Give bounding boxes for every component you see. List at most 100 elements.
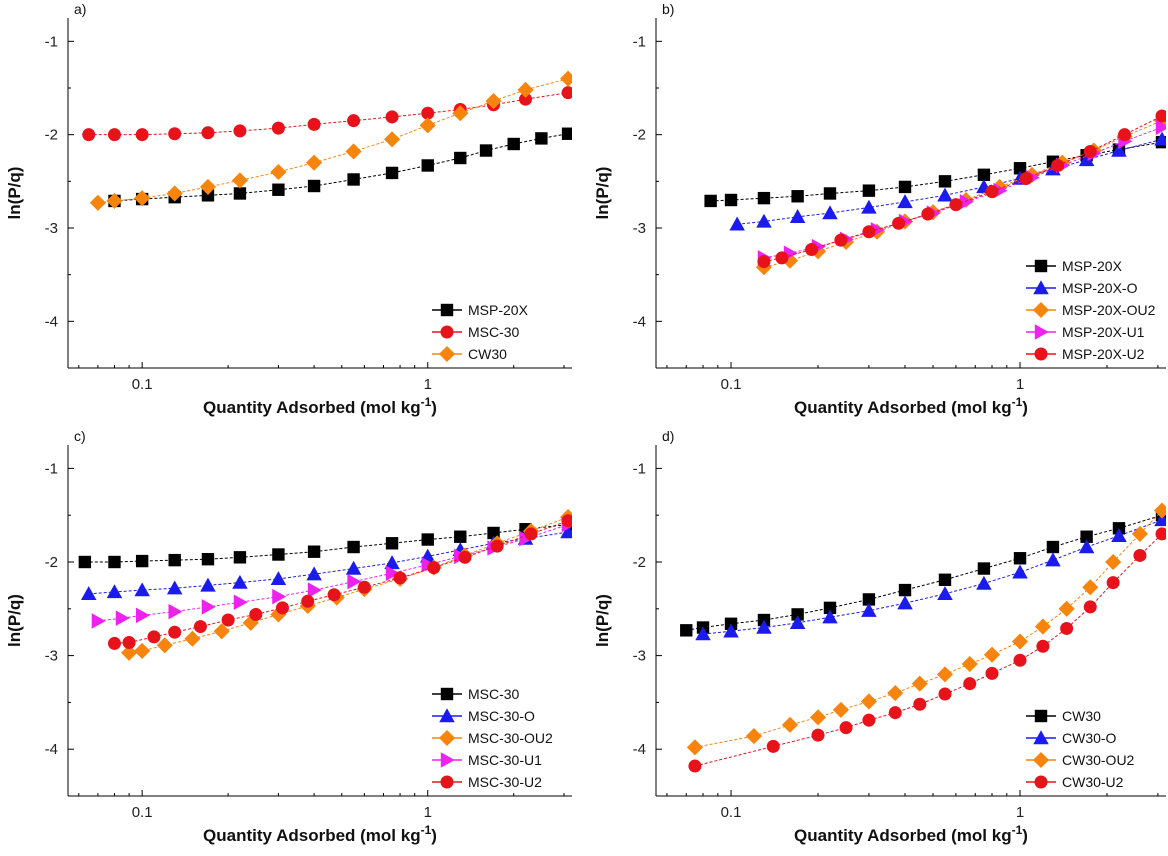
data-point: [561, 514, 572, 528]
panel-label: b): [662, 1, 674, 17]
y-tick-label: -3: [633, 648, 646, 665]
legend-item: MSC-30-OU2: [432, 729, 553, 747]
data-point: [1082, 579, 1099, 596]
legend-marker: [440, 752, 455, 768]
chart-panel-c: -1 -2 -3 -4 0.1 1 c) ln(P/q) Quantity Adsorbed (…: [5, 428, 572, 845]
legend-marker: [1034, 775, 1048, 789]
data-point: [106, 584, 123, 599]
data-point: [961, 655, 978, 673]
data-point: [232, 574, 248, 589]
data-point: [811, 728, 825, 742]
legend-marker: [1034, 347, 1048, 361]
series-cw30: [89, 70, 572, 211]
data-point: [686, 739, 703, 756]
data-point: [271, 121, 285, 135]
x-axis-title-main: Quantity Adsorbed (mol kg: [203, 398, 421, 417]
legend-marker: [1033, 730, 1049, 745]
data-point: [729, 216, 745, 231]
legend-label: MSC-30-O: [468, 708, 535, 724]
data-point: [147, 630, 161, 644]
data-point: [791, 608, 804, 621]
y-tick-label: -2: [45, 554, 58, 571]
legend-label: CW30-OU2: [1062, 752, 1135, 768]
data-point: [789, 209, 806, 223]
data-point: [383, 131, 401, 148]
data-point: [1111, 528, 1127, 542]
chart-panel-b: -1 -2 -3 -4 0.1 1 b) ln(P/q) Quantity Adsorbed (…: [593, 1, 1166, 417]
data-point: [913, 697, 927, 711]
data-point: [1153, 502, 1166, 519]
series-msc-30-o: [80, 524, 572, 601]
series-line: [702, 519, 1163, 635]
data-point: [745, 728, 762, 745]
data-point: [134, 190, 151, 207]
x-axis-title-superscript: -1: [421, 823, 432, 837]
legend: MSP-20X MSC-30 CW30: [432, 302, 529, 363]
series-msc-30: [82, 86, 572, 142]
data-point: [108, 555, 121, 569]
legend-marker: [1034, 709, 1048, 723]
data-point: [805, 242, 819, 256]
data-point: [199, 178, 217, 195]
data-point: [107, 636, 121, 650]
plot-area: [82, 70, 572, 211]
data-point: [757, 255, 771, 269]
legend-label: MSP-20X-O: [1062, 280, 1138, 296]
y-tick-label: -4: [45, 741, 58, 758]
data-point: [977, 168, 991, 181]
data-point: [168, 127, 182, 141]
data-point: [561, 127, 572, 140]
y-tick-label: -1: [45, 33, 58, 50]
y-axis-title: ln(P/q): [593, 594, 612, 647]
data-point: [756, 213, 772, 228]
data-point: [231, 172, 249, 189]
data-point: [135, 128, 149, 142]
data-point: [1051, 158, 1065, 172]
data-point: [695, 626, 711, 641]
x-axis-title-end: ): [431, 826, 437, 845]
data-point: [233, 551, 247, 564]
x-axis-title-superscript: -1: [1012, 395, 1023, 409]
data-point: [938, 573, 952, 586]
data-point: [862, 593, 876, 606]
data-point: [385, 565, 400, 581]
data-point: [936, 666, 954, 683]
data-point: [233, 187, 247, 200]
data-point: [134, 582, 150, 597]
data-point: [789, 615, 806, 630]
data-point: [949, 198, 963, 212]
data-point: [823, 187, 837, 200]
data-point: [756, 619, 772, 634]
data-point: [704, 194, 717, 208]
legend: MSC-30 MSC-30-O MSC-30-OU2 MSC-30-U1 MSC-30-…: [432, 686, 553, 790]
data-point: [385, 110, 399, 124]
data-point: [775, 251, 789, 265]
x-tick-label: 0.1: [132, 376, 153, 393]
data-point: [723, 623, 739, 638]
series-msp-20x-u1: [757, 119, 1166, 266]
data-point: [524, 527, 538, 541]
x-tick-label: 0.1: [132, 804, 153, 821]
series-cw30-ou2: [686, 502, 1166, 756]
data-point: [560, 70, 572, 87]
data-point: [937, 187, 953, 202]
x-axis-title-main: Quantity Adsorbed (mol kg: [794, 398, 1012, 417]
data-point: [860, 693, 877, 710]
data-point: [561, 86, 572, 100]
data-point: [517, 81, 534, 98]
x-tick-label: 0.1: [721, 376, 742, 393]
series-line: [129, 516, 569, 654]
data-point: [983, 646, 1001, 663]
data-point: [347, 173, 360, 186]
data-point: [385, 166, 399, 180]
data-point: [82, 128, 96, 142]
data-point: [897, 194, 913, 209]
legend-label: CW30: [468, 346, 507, 362]
data-point: [233, 124, 247, 138]
data-point: [1060, 621, 1074, 635]
plot-area: [704, 109, 1166, 276]
data-point: [1034, 618, 1051, 635]
y-axis-title: ln(P/q): [5, 167, 24, 220]
data-point: [421, 533, 434, 546]
